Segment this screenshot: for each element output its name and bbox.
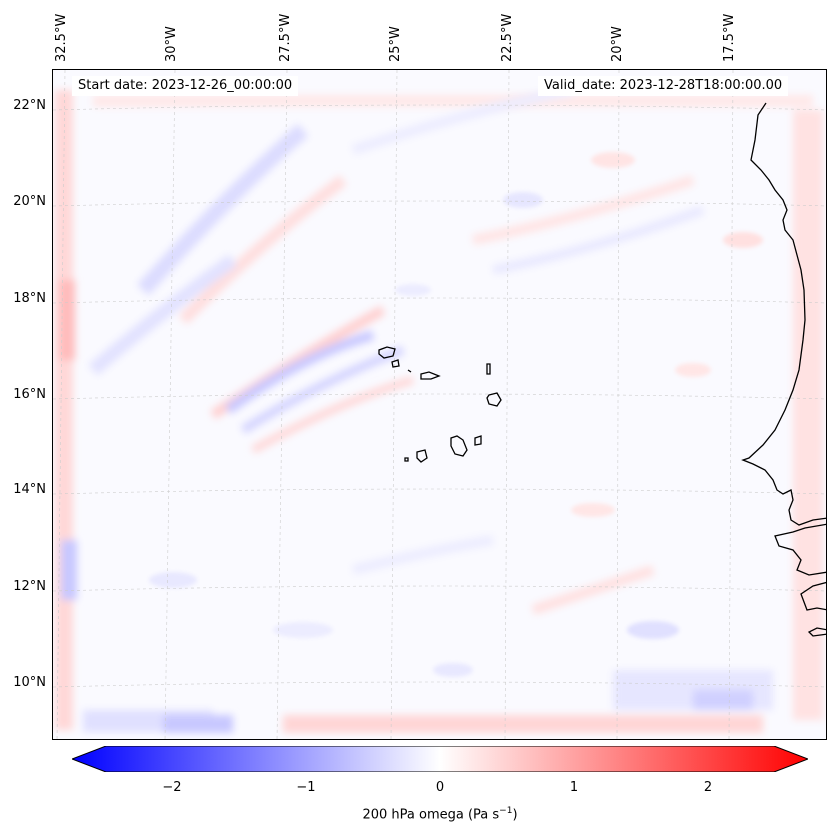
small-cells [149, 152, 763, 677]
lon-label-27-5w: 27.5°W [278, 13, 293, 62]
lon-label-32-5w: 32.5°W [54, 13, 69, 62]
lon-label-25w: 25°W [388, 26, 403, 62]
colorbar-tick-0: 0 [435, 780, 445, 795]
valid-date-label: Valid_date: 2023-12-28T18:00:00.00 [538, 76, 789, 96]
lon-label-22-5w: 22.5°W [500, 13, 515, 62]
boundary-artifacts [55, 90, 823, 733]
diagonal-bands [88, 85, 705, 615]
lat-label-12n: 12°N [13, 579, 46, 594]
map-panel [52, 69, 827, 740]
lat-label-18n: 18°N [13, 291, 46, 306]
lon-label-17-5w: 17.5°W [722, 13, 737, 62]
graticule [53, 70, 826, 739]
lat-label-22n: 22°N [13, 98, 46, 113]
colorbar-tick-2: 2 [703, 780, 713, 795]
colorbar-tick-neg2: −2 [162, 780, 182, 795]
lat-label-20n: 20°N [13, 194, 46, 209]
lat-label-16n: 16°N [13, 387, 46, 402]
african-coastline [741, 102, 826, 637]
lat-label-10n: 10°N [13, 675, 46, 690]
cape-verde-islands [378, 346, 502, 463]
start-date-label: Start date: 2023-12-26_00:00:00 [72, 76, 299, 96]
colorbar [72, 746, 808, 772]
omega-field [53, 70, 826, 739]
colorbar-tick-1: 1 [569, 780, 579, 795]
lon-label-30w: 30°W [164, 26, 179, 62]
lon-label-20w: 20°W [610, 26, 625, 62]
colorbar-tick-neg1: −1 [296, 780, 316, 795]
lat-label-14n: 14°N [13, 482, 46, 497]
colorbar-label: 200 hPa omega (Pa s−1) [362, 806, 518, 823]
